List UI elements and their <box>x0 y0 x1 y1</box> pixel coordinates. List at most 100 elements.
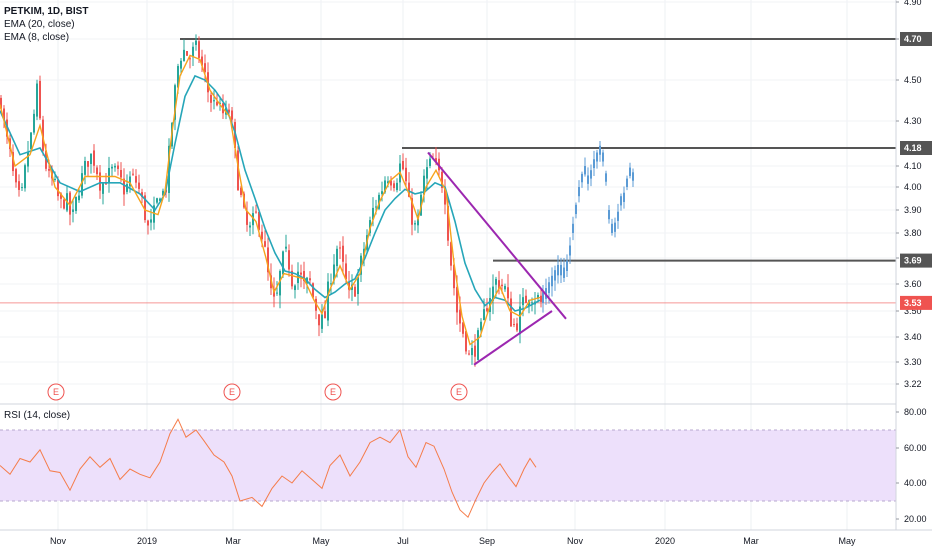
rsi-line <box>0 418 537 519</box>
triangle-pattern[interactable] <box>427 151 567 366</box>
projection-body <box>581 173 583 183</box>
ema20-legend[interactable]: EMA (20, close) <box>4 19 75 30</box>
candle-body <box>480 321 482 331</box>
candle-body <box>147 220 149 226</box>
time-tick-label-5: Sep <box>479 536 495 546</box>
time-tick-label-9: May <box>838 536 856 546</box>
candle <box>285 234 287 253</box>
rsi-band <box>0 430 896 501</box>
candle-body <box>117 165 119 169</box>
candle-body <box>402 161 404 170</box>
candle-body <box>75 196 77 211</box>
candle-body <box>144 195 146 221</box>
candle-body <box>516 323 518 331</box>
candlestick-series <box>0 34 542 367</box>
candle-body <box>12 152 14 172</box>
rsi-tick-label-3: 80.00 <box>904 407 927 417</box>
candle <box>66 186 68 213</box>
candle <box>90 153 92 174</box>
earnings-label: E <box>229 387 235 397</box>
candle <box>327 273 329 327</box>
price-axis[interactable]: 3.223.303.403.503.603.703.803.904.004.10… <box>896 0 922 389</box>
symbol-legend[interactable]: PETKIM, 1D, BIST <box>4 6 89 17</box>
candle-body <box>93 150 95 166</box>
projection-bar <box>629 162 631 179</box>
candle <box>249 221 251 236</box>
rsi-tick-label-1: 40.00 <box>904 478 927 488</box>
price-tick-label-11: 4.50 <box>904 75 922 85</box>
candle <box>6 112 8 144</box>
projection-body <box>602 152 604 162</box>
earnings-label: E <box>456 387 462 397</box>
candle-body <box>153 205 155 223</box>
candle-body <box>72 209 74 212</box>
candle <box>450 241 452 271</box>
projection-body <box>566 260 568 271</box>
candle <box>246 201 248 232</box>
projection-bar <box>569 237 571 264</box>
projection-bar <box>554 265 556 291</box>
horizontal-levels[interactable] <box>0 38 896 304</box>
time-axis[interactable]: Nov 2019 Mar May Jul Sep Nov 2020 Mar May <box>50 536 856 546</box>
time-tick-label-4: Jul <box>397 536 409 546</box>
ema20-line <box>0 74 541 312</box>
candle-body <box>111 166 113 169</box>
candle-body <box>405 167 407 182</box>
candle <box>72 199 74 223</box>
candle-body <box>156 198 158 203</box>
earnings-circle <box>223 383 241 401</box>
candle-body <box>168 145 170 194</box>
candle-body <box>423 175 425 195</box>
last-price-badge-text: 3.53 <box>904 298 922 308</box>
candle-body <box>294 285 296 291</box>
candle <box>513 318 515 328</box>
candle-body <box>429 158 431 167</box>
candle-body <box>276 292 278 294</box>
earnings-marker-3[interactable]: E <box>450 383 468 401</box>
candle-body <box>459 309 461 324</box>
candle-body <box>213 100 215 102</box>
candle <box>93 144 95 173</box>
candle-body <box>387 181 389 184</box>
projection-body <box>608 210 610 220</box>
candle <box>339 241 341 259</box>
candle <box>30 131 32 153</box>
time-tick-label-1: 2019 <box>137 536 157 546</box>
ema8-legend[interactable]: EMA (8, close) <box>4 32 70 43</box>
candle-body <box>189 58 191 60</box>
candle-body <box>84 160 86 175</box>
candle-body <box>354 286 356 297</box>
rsi-legend[interactable]: RSI (14, close) <box>4 410 71 421</box>
candle <box>498 271 500 295</box>
candle-body <box>522 297 524 306</box>
candle-body <box>108 167 110 183</box>
earnings-marker-2[interactable]: E <box>324 383 342 401</box>
projection-body <box>629 167 631 176</box>
candle-body <box>192 46 194 58</box>
earnings-marker-1[interactable]: E <box>223 383 241 401</box>
rsi-axis[interactable]: 20.00 40.00 60.00 80.00 <box>896 407 927 524</box>
candle-body <box>27 151 29 167</box>
rsi-tick-label-2: 60.00 <box>904 443 927 453</box>
candle-body <box>102 183 104 194</box>
candle <box>312 282 314 299</box>
candle-body <box>15 169 17 183</box>
projection-bar <box>563 257 565 282</box>
projection-body <box>551 275 553 287</box>
earnings-label: E <box>330 387 336 397</box>
candle <box>342 236 344 275</box>
candle <box>414 220 416 231</box>
trendline-1[interactable] <box>473 310 553 366</box>
candle-body <box>267 247 269 273</box>
trendline-0[interactable] <box>427 151 567 320</box>
candle <box>111 164 113 177</box>
projection-body <box>569 245 571 256</box>
candle <box>264 230 266 248</box>
earnings-marker-0[interactable]: E <box>47 383 65 401</box>
candle-body <box>126 184 128 192</box>
rsi-background <box>0 429 896 502</box>
candle-body <box>0 97 2 109</box>
candle-body <box>201 56 203 66</box>
candle-body <box>498 280 500 289</box>
